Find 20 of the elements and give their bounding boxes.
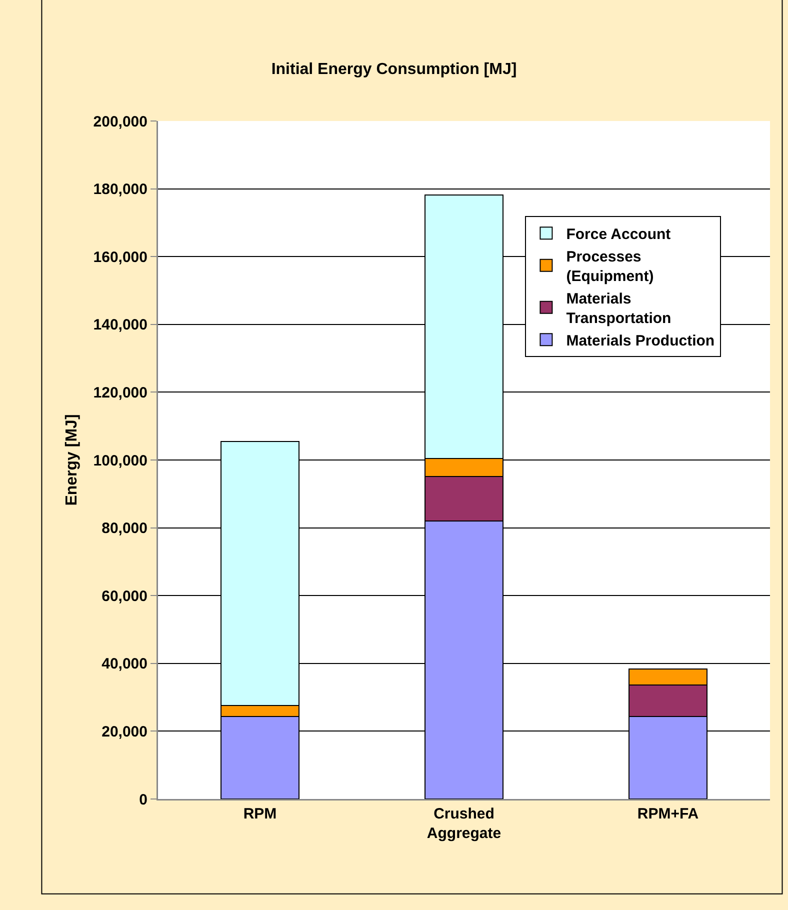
legend-label: Processes (Equipment) <box>566 248 654 286</box>
y-tick-label: 40,000 <box>102 656 148 673</box>
y-tick-label: 180,000 <box>93 181 148 198</box>
y-tick-label: 200,000 <box>93 113 148 130</box>
x-tick-label: Crushed Aggregate <box>426 806 502 842</box>
y-tick-label: 0 <box>139 791 148 808</box>
y-tick-label: 100,000 <box>93 452 148 470</box>
x-tick-label: RPM+FA <box>637 806 699 822</box>
y-tick-label: 60,000 <box>102 588 148 605</box>
legend-label: Materials Transportation <box>566 290 672 328</box>
legend-label: Materials Production <box>566 332 715 350</box>
y-tick-label: 140,000 <box>93 316 148 334</box>
legend-label: Force Account <box>566 226 671 244</box>
y-tick-label: 80,000 <box>102 520 148 538</box>
y-axis-title: Energy [MJ] <box>63 414 80 506</box>
chart-title: Initial Energy Consumption [MJ] <box>271 60 517 78</box>
y-tick-label: 160,000 <box>93 248 148 266</box>
x-tick-label: RPM <box>243 806 277 822</box>
y-tick-label: 120,000 <box>93 384 148 402</box>
y-tick-label: 20,000 <box>102 723 148 740</box>
